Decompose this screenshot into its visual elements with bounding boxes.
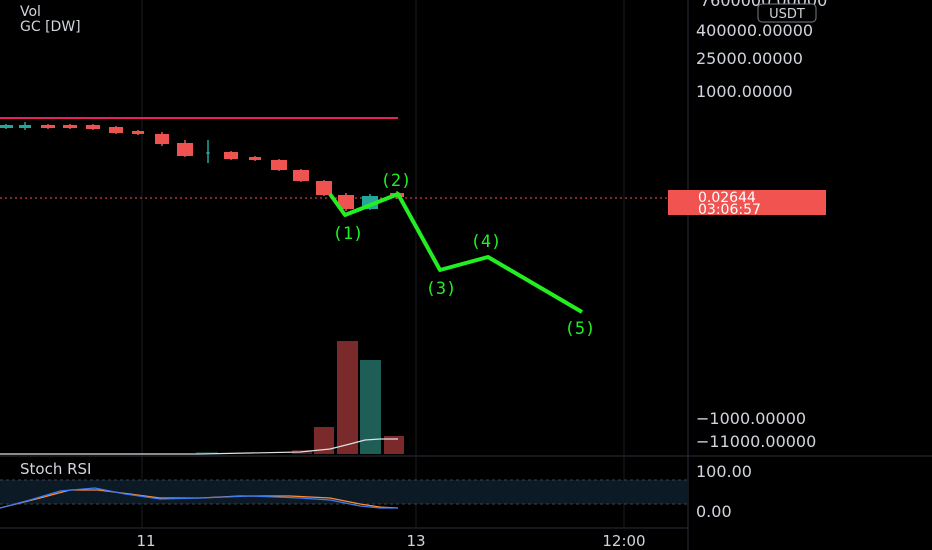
candle-body [177, 143, 193, 156]
wave-label-3: (3) [426, 279, 457, 299]
currency-badge-label: USDT [769, 7, 805, 22]
candle-body [86, 125, 100, 129]
candle-body [249, 157, 261, 160]
candle-body [338, 195, 354, 209]
candle-body [206, 152, 210, 154]
candle-body [63, 125, 77, 128]
vol-label: Vol [20, 4, 41, 20]
main-pane [0, 0, 688, 550]
volume-group [196, 341, 404, 454]
candle-body [109, 127, 123, 133]
candle-body [224, 152, 238, 159]
candle-body [271, 160, 287, 170]
candle-body [41, 125, 55, 128]
price-label: −1000.00000 [696, 409, 806, 428]
wave-label-5: (5) [565, 319, 596, 339]
indicator-label: GC [DW] [20, 19, 81, 35]
rsi-k-line [0, 487, 398, 509]
wave-label-2: (2) [381, 171, 412, 191]
price-label: 25000.00000 [696, 49, 803, 68]
volume-bar [196, 452, 218, 454]
time-label: 12:00 [602, 532, 645, 550]
price-label: 400000.00000 [696, 21, 813, 40]
rsi-upper-label: 100.00 [696, 462, 752, 481]
currency-badge[interactable] [757, 3, 817, 23]
price-label: 1000.00000 [696, 82, 793, 101]
volume-bar [360, 360, 381, 454]
candle-body [155, 134, 169, 144]
rsi-lower-label: 0.00 [696, 502, 732, 521]
volume-bar [314, 427, 334, 454]
last-price-value: 0.02644 [698, 190, 756, 206]
elliott-wave-path[interactable] [328, 192, 584, 314]
time-label: 11 [136, 532, 155, 550]
last-price-tag [668, 190, 826, 215]
time-label: 13 [406, 532, 425, 550]
candle-body [316, 181, 332, 195]
candle-body [19, 125, 31, 128]
candle-body [132, 131, 144, 134]
candle-body [0, 125, 13, 128]
volume-bar [337, 341, 358, 454]
wave-label-4: (4) [471, 232, 502, 252]
volume-bar [384, 436, 404, 454]
last-price-countdown: 03:06:57 [698, 202, 761, 218]
volume-ma-line [0, 438, 398, 455]
wave-label-1: (1) [333, 224, 364, 244]
candle-body [293, 170, 309, 181]
rsi-title: Stoch RSI [20, 460, 91, 478]
price-label: −11000.00000 [696, 432, 816, 451]
